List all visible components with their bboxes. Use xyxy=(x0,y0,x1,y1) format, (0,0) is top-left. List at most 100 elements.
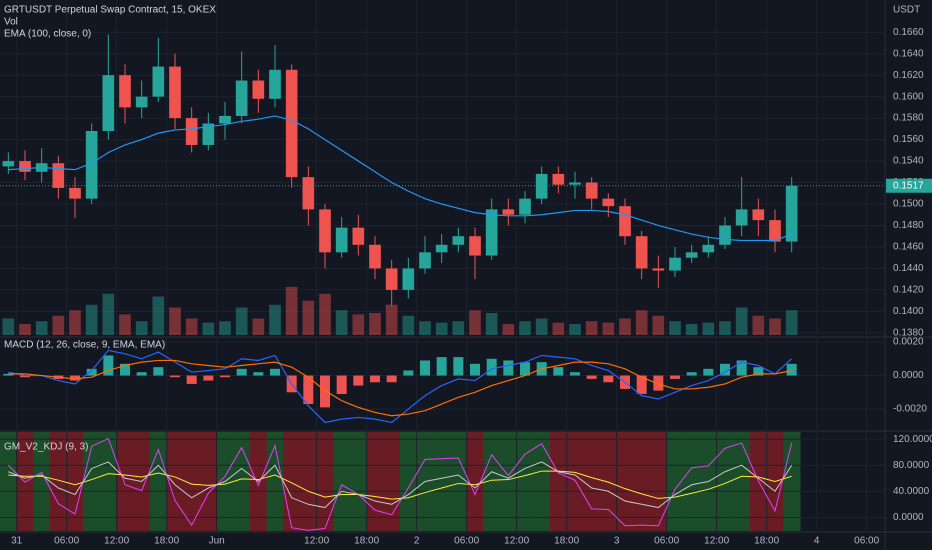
k-line xyxy=(8,461,793,509)
macd-histogram-bar xyxy=(453,357,464,376)
candle-body xyxy=(635,236,648,269)
kdj-background xyxy=(33,432,51,531)
candle-body xyxy=(2,161,15,167)
volume-bar xyxy=(402,315,415,335)
kdj-background xyxy=(466,432,484,531)
kdj-background xyxy=(550,432,568,531)
kdj-background xyxy=(100,432,118,531)
x-tick-label: 3 xyxy=(614,536,620,547)
y-tick-label: 0.1600 xyxy=(893,91,924,102)
volume-bar xyxy=(569,324,581,335)
macd-histogram-bar xyxy=(570,372,580,376)
volume-bar xyxy=(552,322,565,335)
x-tick-label: 18:00 xyxy=(154,536,179,547)
kdj-background xyxy=(583,432,601,531)
macd-histogram-bar xyxy=(720,363,730,376)
kdj-background xyxy=(633,432,651,531)
candle-body xyxy=(219,115,231,124)
last-price-label: 0.1517 xyxy=(893,180,924,191)
y-tick-label: 120.0000 xyxy=(893,434,932,445)
candle-body xyxy=(85,130,98,199)
macd-histogram-bar xyxy=(186,375,197,384)
volume-bar xyxy=(252,318,265,335)
volume-bar xyxy=(169,307,181,335)
macd-histogram-bar xyxy=(303,375,314,405)
macd-histogram-bar xyxy=(703,368,714,376)
y-tick-label: 0.1400 xyxy=(893,306,924,317)
x-tick-label: 4 xyxy=(814,536,820,547)
volume-bar xyxy=(502,324,515,335)
macd-histogram-bar xyxy=(386,375,397,383)
kdj-background xyxy=(716,432,734,531)
macd-histogram-bar xyxy=(786,363,797,376)
macd-histogram-bar xyxy=(336,375,347,394)
x-tick-label: 18:00 xyxy=(554,536,579,547)
kdj-background xyxy=(333,432,351,531)
y-tick-label: 0.1620 xyxy=(893,70,924,81)
x-tick-label: 2 xyxy=(414,536,420,547)
candle-body xyxy=(502,209,515,215)
y-tick-label: 0.1540 xyxy=(893,156,924,167)
kdj-background xyxy=(283,432,301,531)
macd-histogram-bar xyxy=(153,367,164,376)
kdj-background xyxy=(400,432,418,531)
candle-body xyxy=(185,118,198,145)
volume-bar xyxy=(369,313,381,335)
kdj-background xyxy=(200,432,218,531)
x-tick-label: 12:00 xyxy=(104,536,129,547)
macd-histogram-bar xyxy=(136,372,147,376)
macd-histogram-bar xyxy=(736,360,747,376)
kdj-background xyxy=(683,432,701,531)
volume-bar xyxy=(452,321,465,335)
y-tick-label: 0.1560 xyxy=(893,134,924,145)
volume-bar xyxy=(719,321,731,335)
macd-histogram-bar xyxy=(403,370,414,376)
d-line xyxy=(8,470,792,500)
x-tick-label: 31 xyxy=(11,536,23,547)
candle-body xyxy=(669,257,681,271)
macd-histogram-bar xyxy=(686,372,697,376)
candle-body xyxy=(435,244,448,253)
y-tick-label: 0.1440 xyxy=(893,263,924,274)
candle-body xyxy=(319,209,331,253)
kdj-background xyxy=(616,432,634,531)
volume-bar xyxy=(435,322,448,335)
kdj-background xyxy=(666,432,684,531)
volume-bar xyxy=(269,304,281,335)
candle-body xyxy=(485,209,498,256)
unit-label: USDT xyxy=(893,5,920,16)
y-tick-label: 40.0000 xyxy=(893,486,930,497)
marks xyxy=(0,34,885,531)
kdj-background xyxy=(233,432,251,531)
kdj-background xyxy=(66,432,84,531)
x-tick-label: 06:00 xyxy=(654,536,679,547)
kdj-background xyxy=(433,432,451,531)
volume-bar xyxy=(202,322,215,335)
kdj-background xyxy=(533,432,551,531)
ema-line xyxy=(8,115,792,242)
candle-body xyxy=(769,220,781,242)
volume-bar xyxy=(635,310,648,335)
macd-histogram-bar xyxy=(586,375,597,379)
volume-bar xyxy=(185,318,198,335)
macd-histogram-bar xyxy=(3,373,14,376)
volume-bar xyxy=(602,322,615,335)
y-tick-label: 0.1580 xyxy=(893,113,924,124)
y-tick-label: 0.1380 xyxy=(893,327,924,338)
volume-bar xyxy=(85,304,98,335)
volume-bar xyxy=(235,307,248,335)
volume-bar xyxy=(135,321,148,335)
candle-body xyxy=(452,236,465,245)
candle-body xyxy=(602,198,615,207)
volume-bar xyxy=(19,324,31,335)
candle-body xyxy=(285,69,298,178)
kdj-background xyxy=(116,432,134,531)
volume-bar xyxy=(669,321,681,335)
x-tick-label: 18:00 xyxy=(354,536,379,547)
macd-histogram-bar xyxy=(486,358,497,376)
candle-body xyxy=(69,187,81,199)
macd-histogram-bar xyxy=(170,375,180,378)
candle-body xyxy=(119,75,131,108)
